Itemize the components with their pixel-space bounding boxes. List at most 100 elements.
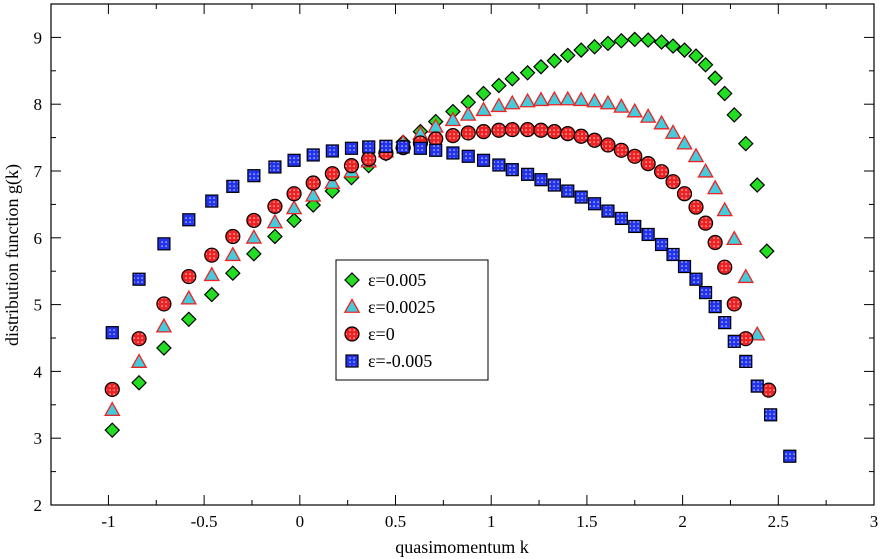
data-point (104, 422, 121, 439)
data-point (688, 199, 704, 215)
data-point (614, 211, 628, 226)
data-point (476, 153, 491, 167)
data-point (688, 48, 704, 64)
data-point (475, 123, 492, 140)
marker-dots (655, 165, 668, 178)
data-point (726, 107, 743, 123)
marker-dots (415, 143, 426, 154)
data-point (491, 77, 507, 94)
data-point (306, 148, 320, 162)
data-point (764, 408, 778, 422)
marker-dots (346, 328, 358, 340)
data-point (246, 245, 262, 262)
marker-dots (728, 297, 741, 310)
data-point (546, 52, 563, 69)
x-tick-label: 1 (487, 512, 496, 531)
data-point (737, 135, 754, 152)
marker-dots (752, 381, 763, 392)
data-point (628, 219, 642, 234)
legend-label: ε=-0.005 (368, 351, 432, 371)
axis-ticks: -1 -0.5 0 0.5 1 1.5 2 2.5 3 2 3 4 5 6 7 8 9 (34, 4, 878, 531)
data-point (491, 122, 507, 138)
data-point (157, 237, 171, 251)
data-point (749, 325, 766, 341)
data-point (205, 194, 219, 208)
data-point (505, 163, 519, 177)
data-point (520, 167, 535, 181)
marker-dots (678, 187, 691, 200)
data-point (697, 215, 714, 231)
marker-dots (691, 274, 702, 285)
marker-dots (562, 186, 573, 197)
marker-dots (507, 164, 518, 175)
marker-dots (133, 332, 146, 345)
legend-marker (344, 326, 360, 342)
data-point (131, 331, 147, 347)
marker-dots (589, 198, 600, 209)
data-point (504, 70, 521, 87)
data-point (446, 146, 460, 160)
data-point (613, 98, 630, 113)
data-point (783, 449, 797, 463)
data-point (739, 354, 753, 368)
y-tick-label: 8 (34, 95, 43, 114)
marker-dots (463, 151, 474, 162)
marker-dots (157, 297, 170, 310)
data-point (156, 296, 172, 312)
series-1 (104, 90, 766, 417)
marker-dots (182, 270, 195, 283)
data-point (716, 85, 733, 102)
marker-dots (107, 327, 118, 338)
marker-dots (478, 155, 489, 166)
data-point (156, 340, 172, 356)
marker-dots (521, 123, 534, 136)
marker-dots (429, 132, 442, 145)
data-point (697, 56, 714, 73)
marker-dots (740, 356, 751, 367)
data-point (225, 228, 241, 245)
marker-dots (492, 124, 505, 137)
data-point (155, 317, 173, 333)
marker-dots (247, 214, 260, 227)
marker-dots (289, 155, 300, 166)
marker-dots (205, 249, 218, 262)
data-point (203, 286, 220, 303)
marker-dots (588, 134, 601, 147)
data-point (573, 42, 590, 58)
data-point (665, 38, 681, 54)
marker-dots (327, 145, 338, 156)
marker-dots (380, 141, 391, 152)
marker-dots (616, 213, 627, 224)
data-point (519, 64, 536, 81)
data-point (547, 178, 561, 192)
marker-dots (226, 230, 239, 243)
marker-dots (308, 149, 319, 160)
marker-dots (506, 123, 519, 136)
data-point (640, 156, 656, 172)
data-point (532, 91, 550, 107)
data-point (676, 134, 693, 150)
data-point (224, 246, 242, 262)
marker-dots (158, 238, 169, 249)
marker-dots (602, 206, 613, 217)
data-point (599, 94, 617, 110)
data-point (182, 213, 196, 227)
data-point (267, 228, 283, 245)
marker-dots (576, 192, 587, 203)
data-point (285, 199, 303, 215)
marker-dots (269, 161, 280, 172)
x-axis-title: quasimomentum k (395, 537, 529, 557)
data-point (104, 381, 120, 398)
data-point (706, 179, 724, 195)
data-point (305, 175, 321, 191)
data-point (247, 169, 261, 183)
x-tick-label: 1.5 (576, 512, 597, 531)
data-point (586, 38, 603, 55)
marker-dots (227, 181, 238, 192)
data-point (573, 128, 589, 144)
plot-frame (50, 3, 875, 506)
data-point (286, 212, 302, 229)
marker-dots (206, 196, 217, 207)
data-point (475, 101, 492, 117)
marker-dots (679, 261, 690, 272)
